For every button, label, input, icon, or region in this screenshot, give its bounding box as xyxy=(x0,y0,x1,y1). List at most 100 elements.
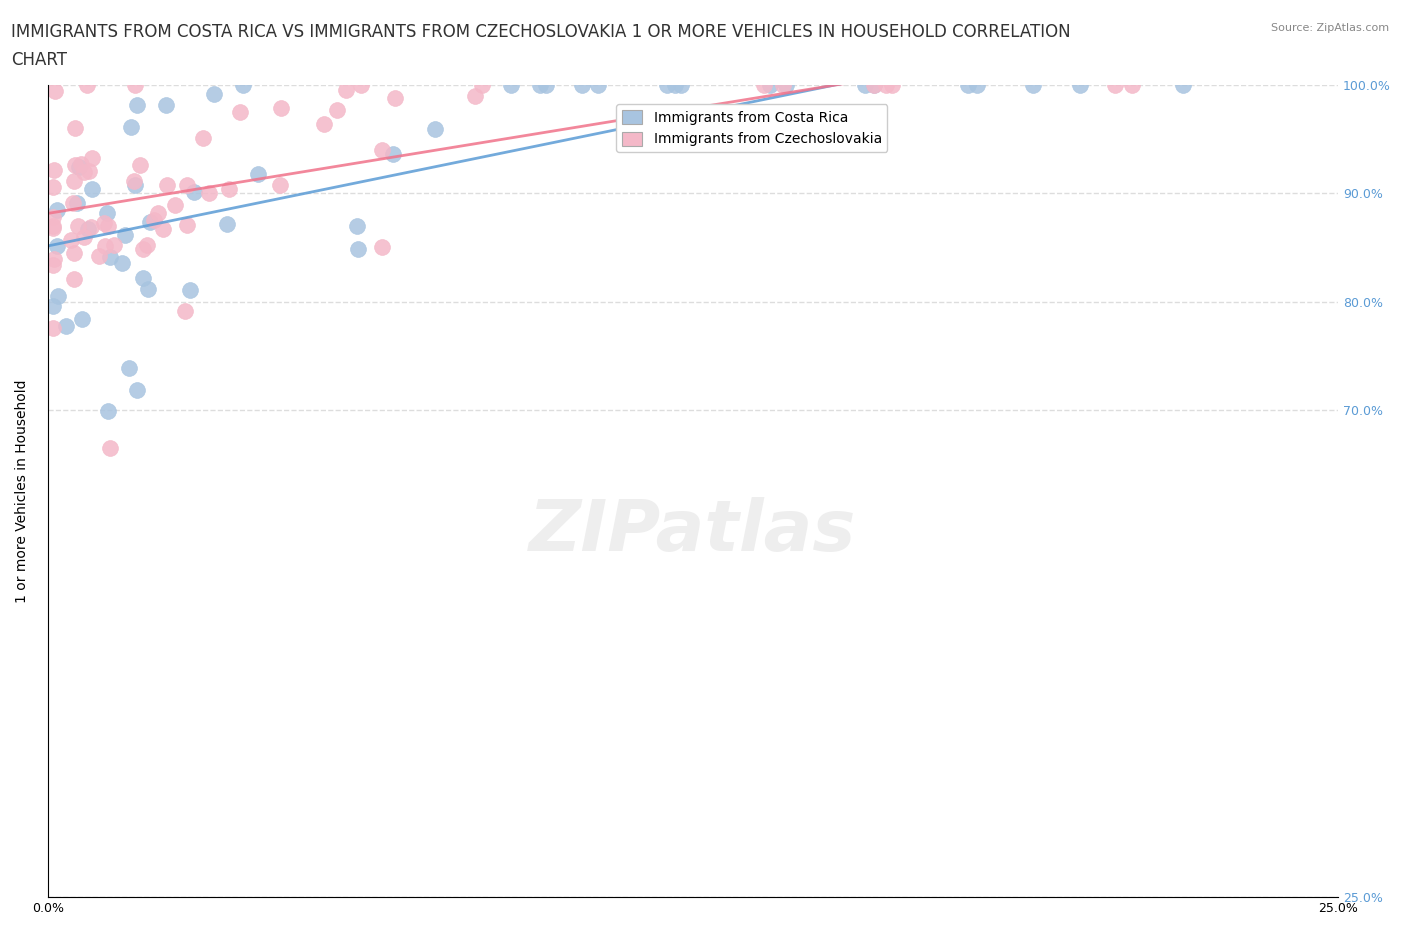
Point xyxy=(335,83,357,98)
Point xyxy=(98,441,121,456)
Point xyxy=(73,165,96,179)
Point xyxy=(42,251,65,266)
Text: ZIPatlas: ZIPatlas xyxy=(529,498,856,566)
Point xyxy=(142,213,165,228)
Point xyxy=(97,404,120,418)
Point xyxy=(156,178,179,193)
Point xyxy=(183,185,205,200)
Point xyxy=(347,242,370,257)
Text: R = 0.337   N = 65: R = 0.337 N = 65 xyxy=(699,139,842,153)
Point xyxy=(371,239,394,254)
Point xyxy=(42,209,65,224)
Point xyxy=(77,221,100,236)
Point xyxy=(132,271,155,286)
Point xyxy=(752,78,775,93)
Point xyxy=(129,157,152,172)
Point xyxy=(669,78,692,93)
Point xyxy=(657,78,679,93)
Point xyxy=(66,219,89,233)
Point xyxy=(152,221,174,236)
Point xyxy=(62,195,84,210)
Point xyxy=(77,164,100,179)
Point xyxy=(122,174,145,189)
Point xyxy=(202,86,225,101)
Point xyxy=(875,78,897,93)
Point xyxy=(588,78,610,93)
Text: CHART: CHART xyxy=(11,51,67,69)
Point xyxy=(114,228,136,243)
Point xyxy=(1173,78,1195,93)
Point xyxy=(384,90,406,105)
Point xyxy=(72,230,94,245)
Point xyxy=(1022,78,1045,93)
Point xyxy=(127,382,149,397)
Point xyxy=(957,78,980,93)
Point xyxy=(66,196,89,211)
Point xyxy=(121,120,143,135)
Point xyxy=(176,178,198,193)
Point xyxy=(44,84,66,99)
Point xyxy=(124,78,146,93)
Point xyxy=(148,206,170,220)
Point xyxy=(63,173,86,188)
Point xyxy=(165,198,187,213)
Point xyxy=(103,237,125,252)
Point xyxy=(93,216,115,231)
Point xyxy=(382,146,405,161)
Point xyxy=(67,160,90,175)
Point xyxy=(45,238,67,253)
Point xyxy=(80,151,103,166)
Point xyxy=(534,78,557,93)
Point xyxy=(193,130,215,145)
Point xyxy=(124,178,146,193)
Point xyxy=(139,215,162,230)
Point xyxy=(42,299,65,313)
Point xyxy=(136,281,159,296)
Y-axis label: 1 or more Vehicles in Household: 1 or more Vehicles in Household xyxy=(15,379,30,603)
Point xyxy=(62,272,84,286)
Point xyxy=(229,104,252,119)
Point xyxy=(111,256,134,271)
Point xyxy=(529,78,551,93)
Point xyxy=(80,182,103,197)
Point xyxy=(69,157,91,172)
Point xyxy=(314,116,336,131)
Point xyxy=(1121,78,1143,93)
Point xyxy=(371,142,394,157)
Point xyxy=(269,178,291,193)
Point xyxy=(246,166,269,181)
Text: Source: ZipAtlas.com: Source: ZipAtlas.com xyxy=(1271,23,1389,33)
Point xyxy=(326,102,349,117)
Point xyxy=(62,246,84,260)
Legend: Immigrants from Costa Rica, Immigrants from Czechoslovakia: Immigrants from Costa Rica, Immigrants f… xyxy=(616,104,887,152)
Point xyxy=(1104,78,1126,93)
Point xyxy=(118,361,141,376)
Point xyxy=(127,98,149,113)
Point xyxy=(179,283,201,298)
Point xyxy=(471,78,494,93)
Point xyxy=(136,238,159,253)
Point xyxy=(89,249,111,264)
Point xyxy=(44,163,66,178)
Point xyxy=(155,98,177,113)
Point xyxy=(132,242,155,257)
Point xyxy=(63,157,86,172)
Point xyxy=(96,206,118,220)
Point xyxy=(76,78,98,93)
Point xyxy=(880,78,903,93)
Point xyxy=(232,78,254,93)
Point xyxy=(80,219,103,234)
Point xyxy=(270,100,292,115)
Text: R = 0.418   N = 51: R = 0.418 N = 51 xyxy=(699,109,842,123)
Point xyxy=(42,321,65,336)
Point xyxy=(46,203,69,218)
Point xyxy=(42,258,65,272)
Point xyxy=(215,217,238,232)
Point xyxy=(46,288,69,303)
Point xyxy=(772,78,794,93)
Point xyxy=(97,219,120,233)
Point xyxy=(664,78,686,93)
Point xyxy=(1069,78,1091,93)
Point xyxy=(93,239,115,254)
Point xyxy=(346,219,368,233)
